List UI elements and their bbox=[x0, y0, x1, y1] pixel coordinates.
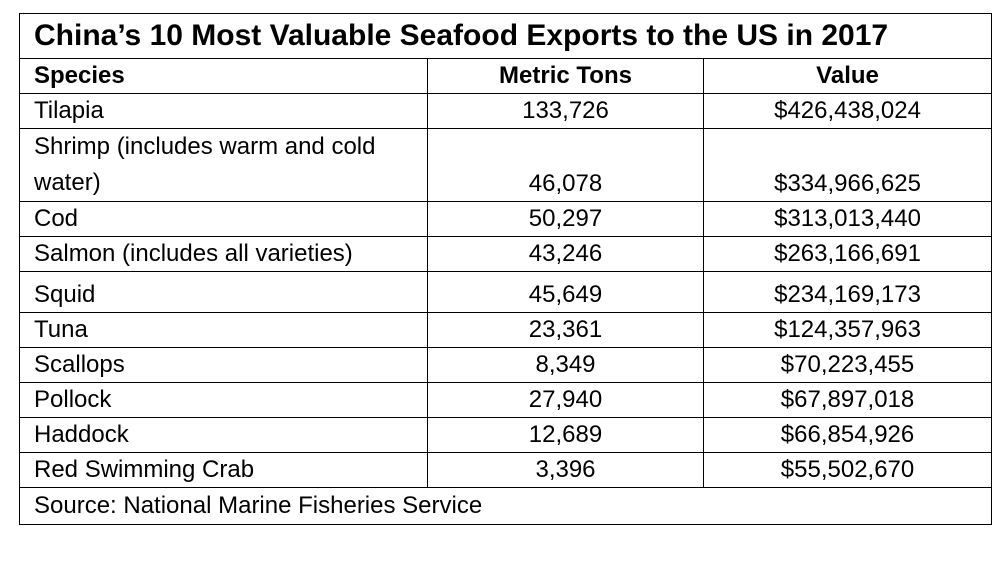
table-row: Cod 50,297 $313,013,440 bbox=[19, 201, 993, 237]
seafood-exports-table-container: China’s 10 Most Valuable Seafood Exports… bbox=[18, 13, 993, 525]
value-cell: $313,013,440 bbox=[702, 201, 993, 237]
table-row: Squid 45,649 $234,169,173 bbox=[19, 271, 993, 313]
metric-tons-cell: 46,078 bbox=[427, 128, 704, 202]
species-cell: Scallops bbox=[19, 347, 428, 383]
table-title: China’s 10 Most Valuable Seafood Exports… bbox=[18, 13, 993, 59]
header-row: Species Metric Tons Value bbox=[19, 58, 993, 94]
header-metric-tons: Metric Tons bbox=[427, 58, 704, 94]
header-species: Species bbox=[19, 58, 428, 94]
metric-tons-cell: 50,297 bbox=[427, 201, 704, 237]
table-row: Salmon (includes all varieties) 43,246 $… bbox=[19, 236, 993, 272]
value-cell: $234,169,173 bbox=[702, 271, 993, 313]
metric-tons-cell: 133,726 bbox=[427, 93, 704, 129]
seafood-exports-table: China’s 10 Most Valuable Seafood Exports… bbox=[18, 13, 993, 525]
value-cell: $426,438,024 bbox=[702, 93, 993, 129]
table-row: Tuna 23,361 $124,357,963 bbox=[19, 312, 993, 348]
species-cell: Red Swimming Crab bbox=[19, 452, 428, 488]
species-cell: Shrimp (includes warm and cold water) bbox=[19, 128, 428, 202]
species-cell: Salmon (includes all varieties) bbox=[19, 236, 428, 272]
metric-tons-cell: 45,649 bbox=[427, 271, 704, 313]
title-row: China’s 10 Most Valuable Seafood Exports… bbox=[18, 13, 993, 59]
value-cell: $55,502,670 bbox=[702, 452, 993, 488]
metric-tons-cell: 27,940 bbox=[427, 382, 704, 418]
table-row: Red Swimming Crab 3,396 $55,502,670 bbox=[19, 452, 993, 488]
value-cell: $67,897,018 bbox=[702, 382, 993, 418]
metric-tons-cell: 23,361 bbox=[427, 312, 704, 348]
metric-tons-cell: 3,396 bbox=[427, 452, 704, 488]
table-row: Tilapia 133,726 $426,438,024 bbox=[19, 93, 993, 129]
table-row: Shrimp (includes warm and cold water) 46… bbox=[19, 128, 993, 202]
species-cell: Squid bbox=[19, 271, 428, 313]
species-cell: Haddock bbox=[19, 417, 428, 453]
table-row: Scallops 8,349 $70,223,455 bbox=[19, 347, 993, 383]
value-cell: $70,223,455 bbox=[702, 347, 993, 383]
header-value: Value bbox=[702, 58, 993, 94]
metric-tons-cell: 12,689 bbox=[427, 417, 704, 453]
metric-tons-cell: 8,349 bbox=[427, 347, 704, 383]
species-cell: Tuna bbox=[19, 312, 428, 348]
value-cell: $124,357,963 bbox=[702, 312, 993, 348]
source-note: Source: National Marine Fisheries Servic… bbox=[18, 487, 993, 525]
table-row: Haddock 12,689 $66,854,926 bbox=[19, 417, 993, 453]
value-cell: $66,854,926 bbox=[702, 417, 993, 453]
species-cell: Pollock bbox=[19, 382, 428, 418]
metric-tons-cell: 43,246 bbox=[427, 236, 704, 272]
source-row: Source: National Marine Fisheries Servic… bbox=[18, 487, 993, 525]
value-cell: $334,966,625 bbox=[702, 128, 993, 202]
table-row: Pollock 27,940 $67,897,018 bbox=[19, 382, 993, 418]
species-cell: Cod bbox=[19, 201, 428, 237]
value-cell: $263,166,691 bbox=[702, 236, 993, 272]
species-cell: Tilapia bbox=[19, 93, 428, 129]
